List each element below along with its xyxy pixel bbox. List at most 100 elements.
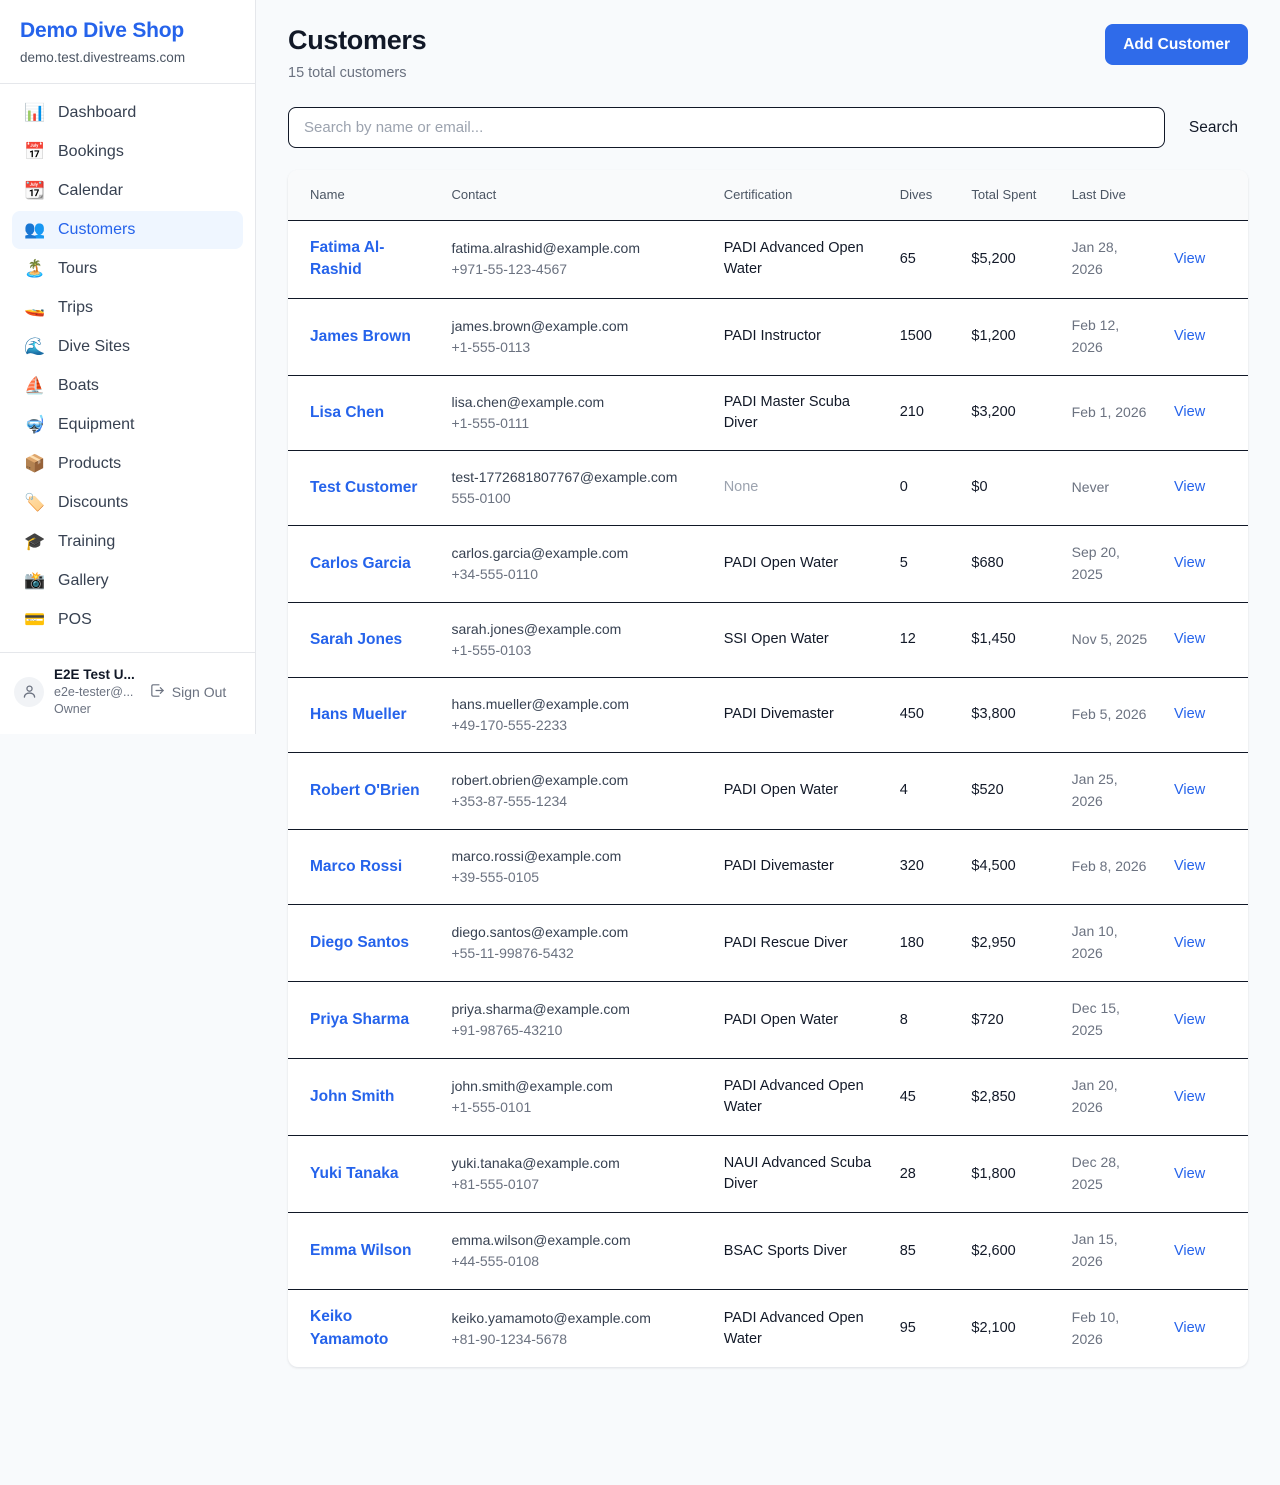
certification-cell: None	[711, 450, 888, 526]
last-dive: Feb 12, 2026	[1071, 316, 1120, 355]
last-dive: Feb 8, 2026	[1071, 857, 1147, 874]
wave-icon: 🌊	[24, 337, 46, 357]
contact-cell: marco.rossi@example.com +39-555-0105	[439, 829, 712, 905]
customer-name[interactable]: Lisa Chen	[310, 403, 385, 421]
view-link[interactable]: View	[1174, 631, 1206, 648]
contact-cell: priya.sharma@example.com +91-98765-43210	[439, 981, 712, 1060]
sidebar-item-calendar[interactable]: 📆 Calendar	[12, 172, 243, 210]
customer-name[interactable]: James Brown	[310, 327, 411, 345]
customer-name[interactable]: Test Customer	[310, 478, 418, 496]
customers-table-card: Name Contact Certification Dives Total Spent…	[288, 170, 1248, 1368]
customer-phone: +49-170-555-2233	[451, 716, 568, 733]
sailboat-icon: ⛵	[24, 376, 46, 396]
last-dive-cell: Sep 20, 2025	[1059, 525, 1163, 603]
last-dive-cell: Feb 1, 2026	[1059, 375, 1163, 451]
graduation-cap-icon: 🎓	[24, 532, 46, 552]
customer-name[interactable]: Yuki Tanaka	[310, 1164, 399, 1182]
contact-cell: carlos.garcia@example.com +34-555-0110	[439, 525, 712, 603]
table-row: Priya Sharma priya.sharma@example.com +91-…	[288, 981, 1248, 1060]
table-row: Hans Mueller hans.mueller@example.com +49-…	[288, 677, 1248, 753]
user-meta: E2E Test U... e2e-tester@... Owner	[54, 666, 135, 718]
customer-name-cell: Keiko Yamamoto	[288, 1290, 439, 1367]
user-block: E2E Test U... e2e-tester@... Owner Sign …	[0, 651, 255, 734]
total-spent: $2,850	[971, 1088, 1016, 1105]
dives-count-cell: 450	[887, 677, 960, 753]
customer-name[interactable]: Keiko Yamamoto	[310, 1308, 389, 1348]
view-link[interactable]: View	[1174, 1242, 1206, 1259]
customer-name[interactable]: Sarah Jones	[310, 630, 403, 648]
search-button[interactable]: Search	[1179, 111, 1248, 145]
view-link[interactable]: View	[1174, 782, 1206, 799]
last-dive-cell: Feb 10, 2026	[1060, 1290, 1162, 1367]
view-link[interactable]: View	[1174, 706, 1206, 723]
view-link[interactable]: View	[1174, 250, 1206, 267]
total-spent: $520	[971, 782, 1004, 799]
certification-cell: PADI Advanced Open Water	[711, 1058, 888, 1137]
sign-out-button[interactable]: Sign Out	[149, 682, 226, 702]
sidebar-item-pos[interactable]: 💳 POS	[12, 601, 243, 639]
sidebar-nav: 📊 Dashboard 📅 Bookings 📆 Calendar 👥 Customers 🏝️…	[0, 84, 255, 652]
sidebar-item-boats[interactable]: ⛵ Boats	[12, 367, 243, 405]
customer-email: diego.santos@example.com	[451, 924, 629, 941]
view-link[interactable]: View	[1174, 1165, 1206, 1182]
total-spent-cell: $720	[959, 981, 1060, 1060]
view-link[interactable]: View	[1174, 1011, 1206, 1028]
dives-count-cell: 8	[887, 981, 960, 1060]
sidebar-item-training[interactable]: 🎓 Training	[12, 523, 243, 561]
certification-cell: PADI Open Water	[711, 525, 888, 603]
customer-name[interactable]: John Smith	[310, 1087, 395, 1105]
view-link[interactable]: View	[1174, 1088, 1206, 1105]
certification: PADI Divemaster	[723, 858, 834, 875]
total-spent-cell: $2,100	[959, 1290, 1059, 1367]
table-row: Emma Wilson emma.wilson@example.com +44-55…	[288, 1212, 1248, 1291]
customer-name[interactable]: Diego Santos	[310, 933, 410, 951]
certification: PADI Open Water	[723, 782, 839, 799]
view-link[interactable]: View	[1174, 934, 1206, 951]
sidebar-item-gallery[interactable]: 📸 Gallery	[12, 562, 243, 600]
table-row: Sarah Jones sarah.jones@example.com +1-555…	[288, 602, 1248, 678]
customer-name[interactable]: Priya Sharma	[310, 1010, 410, 1028]
contact-cell: yuki.tanaka@example.com +81-555-0107	[439, 1135, 712, 1214]
total-spent-cell: $4,500	[959, 829, 1060, 905]
last-dive: Never	[1071, 478, 1110, 495]
add-customer-button[interactable]: Add Customer	[1105, 24, 1248, 66]
sidebar-item-customers[interactable]: 👥 Customers	[12, 210, 243, 249]
sidebar-item-tours[interactable]: 🏝️ Tours	[12, 250, 243, 288]
sidebar-item-products[interactable]: 📦 Products	[12, 445, 243, 483]
total-spent: $680	[971, 555, 1004, 572]
dives-count-cell: 95	[888, 1290, 960, 1367]
view-link[interactable]: View	[1174, 858, 1206, 875]
view-link[interactable]: View	[1174, 328, 1206, 345]
customer-name[interactable]: Carlos Garcia	[310, 554, 411, 572]
sidebar-item-trips[interactable]: 🚤 Trips	[12, 289, 243, 327]
last-dive: Feb 1, 2026	[1071, 403, 1147, 420]
view-link[interactable]: View	[1174, 479, 1206, 496]
actions-cell: View	[1162, 602, 1248, 678]
total-spent-cell: $0	[959, 450, 1060, 526]
view-link[interactable]: View	[1174, 404, 1206, 421]
view-link[interactable]: View	[1174, 1320, 1206, 1337]
customer-name[interactable]: Robert O'Brien	[310, 781, 420, 799]
dives-count-cell: 210	[887, 375, 960, 451]
customer-name[interactable]: Marco Rossi	[310, 857, 403, 875]
view-link[interactable]: View	[1174, 555, 1206, 572]
table-row: John Smith john.smith@example.com +1-555-0…	[288, 1058, 1248, 1137]
search-input[interactable]	[288, 107, 1165, 149]
sidebar-item-dashboard[interactable]: 📊 Dashboard	[12, 94, 243, 132]
customer-email: priya.sharma@example.com	[451, 1001, 630, 1018]
customer-phone: 555-0100	[451, 489, 511, 506]
total-spent: $5,200	[971, 250, 1016, 267]
dives-count: 45	[899, 1088, 916, 1105]
customer-name[interactable]: Fatima Al-Rashid	[310, 238, 385, 279]
sidebar-item-discounts[interactable]: 🏷️ Discounts	[12, 484, 243, 522]
actions-cell: View	[1162, 677, 1248, 753]
sidebar-item-dive-sites[interactable]: 🌊 Dive Sites	[12, 328, 243, 366]
certification-cell: NAUI Advanced Scuba Diver	[711, 1135, 888, 1214]
table-header-row: Name Contact Certification Dives Total Spent…	[288, 170, 1248, 221]
actions-cell: View	[1162, 752, 1248, 831]
sidebar-item-equipment[interactable]: 🤿 Equipment	[12, 406, 243, 444]
customer-name[interactable]: Emma Wilson	[310, 1241, 412, 1259]
customer-name[interactable]: Hans Mueller	[310, 705, 407, 723]
sidebar-item-bookings[interactable]: 📅 Bookings	[12, 133, 243, 171]
